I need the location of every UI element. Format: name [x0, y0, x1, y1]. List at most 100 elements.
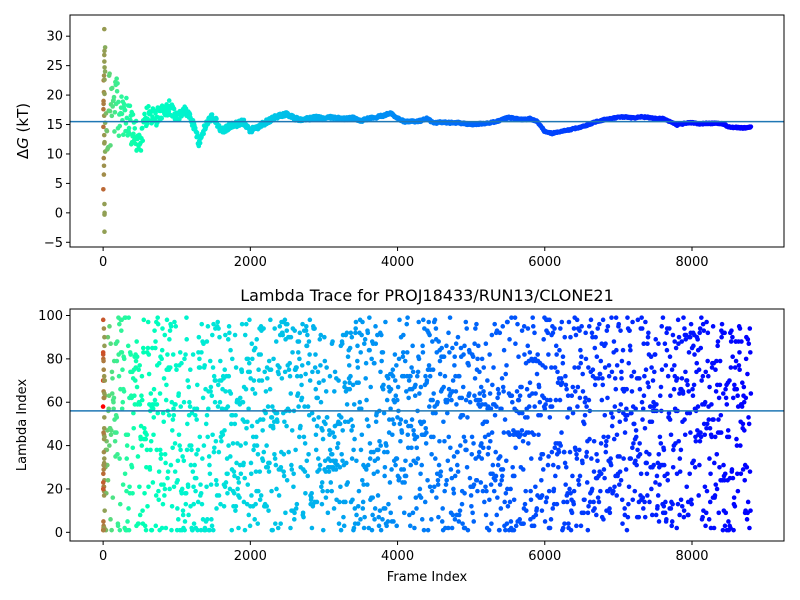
- lambda-point: [636, 514, 642, 520]
- lambda-point: [536, 384, 542, 390]
- lambda-point: [101, 527, 106, 533]
- dg-point: [140, 138, 146, 144]
- lambda-point: [585, 510, 591, 516]
- lambda-point: [705, 358, 710, 364]
- lambda-point: [267, 386, 273, 392]
- lambda-point: [660, 315, 666, 320]
- lambda-point: [730, 475, 736, 481]
- dg-point: [101, 186, 106, 192]
- lambda-point: [425, 477, 430, 483]
- lambda-point: [578, 360, 584, 366]
- lambda-point: [212, 445, 217, 451]
- lambda-point: [509, 315, 514, 320]
- lambda-point: [595, 458, 600, 464]
- lambda-point: [618, 402, 624, 407]
- lambda-point: [593, 334, 598, 340]
- lambda-point: [168, 462, 174, 468]
- lambda-point: [545, 330, 551, 336]
- lambda-point: [252, 345, 258, 351]
- lambda-point: [565, 415, 570, 420]
- lambda-point: [744, 464, 750, 470]
- lambda-point: [536, 432, 541, 438]
- y-tick-label: 25: [46, 59, 63, 74]
- lambda-point: [320, 527, 326, 533]
- lambda-point: [147, 467, 153, 472]
- lambda-point: [747, 525, 752, 531]
- lambda-point: [340, 458, 345, 464]
- lambda-point: [233, 508, 238, 513]
- lambda-point: [195, 447, 201, 453]
- lambda-point: [633, 406, 638, 412]
- lambda-point: [186, 512, 191, 518]
- lambda-point: [211, 373, 217, 379]
- lambda-point: [337, 421, 343, 427]
- lambda-point: [246, 360, 252, 366]
- lambda-point: [388, 510, 394, 516]
- lambda-point: [101, 519, 106, 524]
- lambda-point: [318, 332, 324, 338]
- lambda-point: [229, 356, 235, 362]
- lambda-point: [375, 493, 381, 498]
- lambda-point: [136, 367, 141, 373]
- lambda-point: [499, 376, 505, 381]
- lambda-point: [488, 406, 494, 412]
- lambda-point: [459, 501, 465, 507]
- lambda-point: [101, 493, 107, 498]
- lambda-point: [108, 432, 114, 438]
- lambda-point: [324, 365, 329, 370]
- dg-point: [748, 124, 754, 129]
- lambda-point: [682, 417, 687, 422]
- lambda-point: [323, 389, 329, 394]
- lambda-point: [340, 428, 346, 433]
- lambda-point: [287, 360, 293, 366]
- lambda-point: [254, 443, 260, 448]
- lambda-ylabel: Lambda Index: [15, 379, 30, 472]
- lambda-point: [525, 415, 530, 420]
- lambda-point: [266, 469, 272, 474]
- lambda-point: [390, 432, 395, 438]
- lambda-point: [408, 373, 413, 379]
- lambda-point: [257, 469, 263, 474]
- lambda-point: [501, 347, 507, 353]
- lambda-point: [575, 384, 581, 390]
- dg-point: [102, 65, 107, 70]
- lambda-point: [424, 378, 430, 383]
- lambda-point: [130, 490, 135, 496]
- y-tick-label: 20: [46, 482, 63, 497]
- lambda-point: [194, 406, 200, 412]
- lambda-points: [100, 315, 754, 533]
- lambda-point: [709, 365, 715, 370]
- lambda-point: [570, 410, 576, 416]
- lambda-point: [434, 471, 440, 477]
- lambda-point: [167, 337, 172, 342]
- lambda-point: [564, 386, 569, 392]
- dg-point: [166, 98, 172, 103]
- lambda-point: [182, 527, 187, 533]
- lambda-point: [602, 412, 608, 418]
- lambda-point: [148, 447, 153, 453]
- lambda-point: [653, 512, 659, 518]
- lambda-point: [336, 378, 341, 383]
- lambda-point: [677, 391, 682, 396]
- lambda-point: [707, 425, 713, 431]
- lambda-point: [170, 417, 176, 422]
- lambda-point: [316, 456, 321, 461]
- lambda-point: [244, 501, 250, 507]
- lambda-point: [359, 477, 365, 483]
- lambda-point: [231, 469, 237, 474]
- lambda-title: Lambda Trace for PROJ18433/RUN13/CLONE21: [240, 286, 614, 305]
- dg-point: [102, 212, 107, 217]
- lambda-point: [504, 521, 510, 526]
- lambda-point: [124, 488, 129, 494]
- lambda-point: [134, 354, 140, 360]
- lambda-point: [614, 432, 620, 438]
- lambda-point: [734, 443, 740, 448]
- lambda-point: [728, 365, 734, 370]
- dg-point: [101, 155, 107, 161]
- lambda-point: [238, 443, 244, 448]
- lambda-point: [642, 499, 647, 505]
- lambda-point: [605, 434, 611, 440]
- lambda-point: [183, 352, 188, 357]
- lambda-point: [548, 397, 553, 403]
- lambda-point: [153, 523, 159, 529]
